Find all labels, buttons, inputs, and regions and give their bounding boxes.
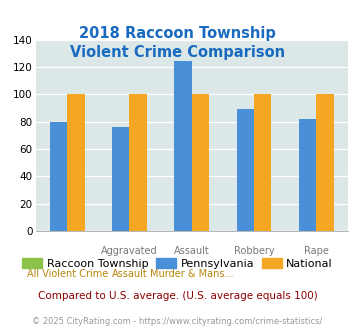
Bar <box>236 109 254 231</box>
Text: Assault: Assault <box>174 246 209 256</box>
Bar <box>174 61 192 231</box>
Text: Robbery: Robbery <box>234 246 274 256</box>
Text: Murder & Mans...: Murder & Mans... <box>150 269 234 279</box>
Text: Aggravated: Aggravated <box>101 246 158 256</box>
Bar <box>67 94 84 231</box>
Text: © 2025 CityRating.com - https://www.cityrating.com/crime-statistics/: © 2025 CityRating.com - https://www.city… <box>32 317 323 326</box>
Bar <box>130 94 147 231</box>
Bar <box>50 122 67 231</box>
Text: Compared to U.S. average. (U.S. average equals 100): Compared to U.S. average. (U.S. average … <box>38 291 317 301</box>
Bar <box>299 119 316 231</box>
Bar <box>316 94 334 231</box>
Legend: Raccoon Township, Pennsylvania, National: Raccoon Township, Pennsylvania, National <box>18 254 337 273</box>
Bar <box>112 127 130 231</box>
Text: 2018 Raccoon Township
Violent Crime Comparison: 2018 Raccoon Township Violent Crime Comp… <box>70 26 285 60</box>
Bar <box>254 94 272 231</box>
Text: Assault: Assault <box>111 269 147 279</box>
Text: Rape: Rape <box>304 246 329 256</box>
Bar <box>192 94 209 231</box>
Text: All Violent Crime: All Violent Crime <box>27 269 108 279</box>
